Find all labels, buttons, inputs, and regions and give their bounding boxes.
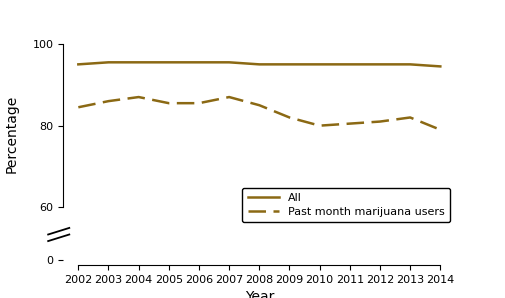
Bar <box>43 225 74 240</box>
Text: Percentage: Percentage <box>5 95 19 173</box>
X-axis label: Year: Year <box>244 291 274 298</box>
Legend: All, Past month marijuana users: All, Past month marijuana users <box>241 188 449 222</box>
